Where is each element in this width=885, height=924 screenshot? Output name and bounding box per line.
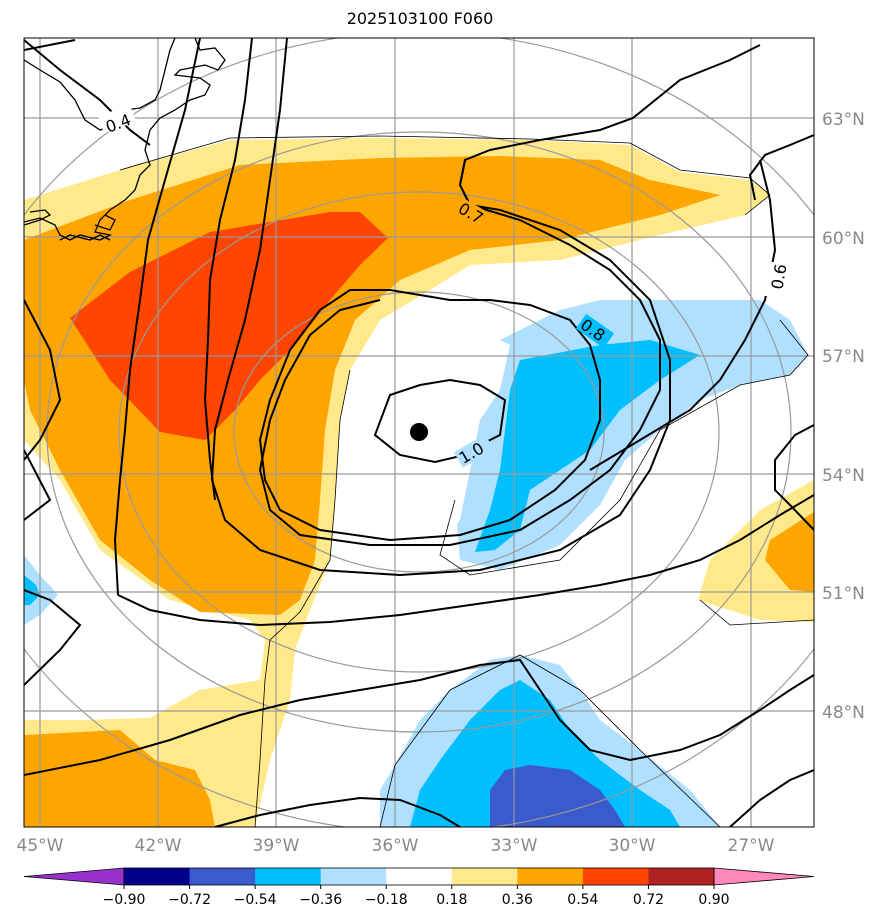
lat-label: 48°N	[822, 703, 865, 723]
colorbar-frame	[123, 867, 715, 886]
colorbar-tick-label: −0.90	[103, 892, 146, 908]
colorbar-swatch	[451, 868, 518, 885]
lat-label: 51°N	[822, 584, 865, 604]
blue-region-south	[410, 680, 680, 827]
graticule	[24, 38, 814, 827]
colorbar-swatch	[189, 868, 256, 885]
contour-label-0.6: 0.6	[767, 262, 790, 290]
colorbar-tick-label: 0.36	[502, 892, 533, 908]
colorbar-swatch	[255, 868, 322, 885]
colorbar-extend-low	[23, 867, 125, 886]
lon-label: 36°W	[372, 836, 419, 856]
map-title: 2025103100 F060	[346, 9, 494, 28]
colorbar-tick-label: 0.72	[633, 892, 664, 908]
colorbar-swatch	[648, 868, 715, 885]
colorbar-tick-label: 0.90	[698, 892, 729, 908]
lon-label: 27°W	[728, 836, 775, 856]
colorbar-tick-label: 0.54	[567, 892, 598, 908]
white-center	[355, 325, 510, 550]
lat-label: 60°N	[822, 229, 865, 249]
storm-center-dot	[410, 423, 428, 441]
blue-region-east	[475, 340, 700, 552]
orange-region-east	[765, 512, 814, 592]
colorbar-tick-label: −0.18	[365, 892, 408, 908]
lon-label: 45°W	[17, 836, 64, 856]
colorbar: −0.90 −0.72 −0.54 −0.36 −0.18 0.18 0.36 0.54 0.7…	[23, 867, 815, 908]
blue-region-west	[24, 575, 40, 605]
red-region	[70, 212, 388, 440]
lat-label: 54°N	[822, 466, 865, 486]
lon-label: 39°W	[253, 836, 300, 856]
colorbar-swatch	[517, 868, 584, 885]
yellow-region-east	[698, 480, 814, 622]
colorbar-extend-high	[713, 867, 815, 886]
colorbar-tick-label: −0.72	[168, 892, 211, 908]
colorbar-swatch	[320, 868, 387, 885]
colorbar-swatch	[582, 868, 649, 885]
colorbar-swatch	[386, 868, 453, 885]
darkblue-region-south	[490, 765, 625, 827]
colorbar-tick-label: −0.54	[234, 892, 277, 908]
colorbar-swatch	[124, 868, 191, 885]
map-frame	[23, 37, 815, 828]
lon-label: 30°W	[609, 836, 656, 856]
colorbar-tick-label: −0.36	[299, 892, 342, 908]
lightblue-region-west	[24, 555, 58, 625]
lat-label: 57°N	[822, 347, 865, 367]
lon-label: 42°W	[135, 836, 182, 856]
lat-label: 63°N	[822, 110, 865, 130]
orange-region-southwest	[24, 730, 215, 827]
longitude-labels: 45°W 42°W 39°W 36°W 33°W 30°W 27°W	[17, 836, 775, 856]
thin-contours	[119, 135, 814, 827]
contour-lines	[24, 38, 814, 827]
latitude-labels: 63°N 60°N 57°N 54°N 51°N 48°N	[822, 110, 865, 723]
colorbar-tick-label: 0.18	[436, 892, 467, 908]
lon-label: 33°W	[491, 836, 538, 856]
